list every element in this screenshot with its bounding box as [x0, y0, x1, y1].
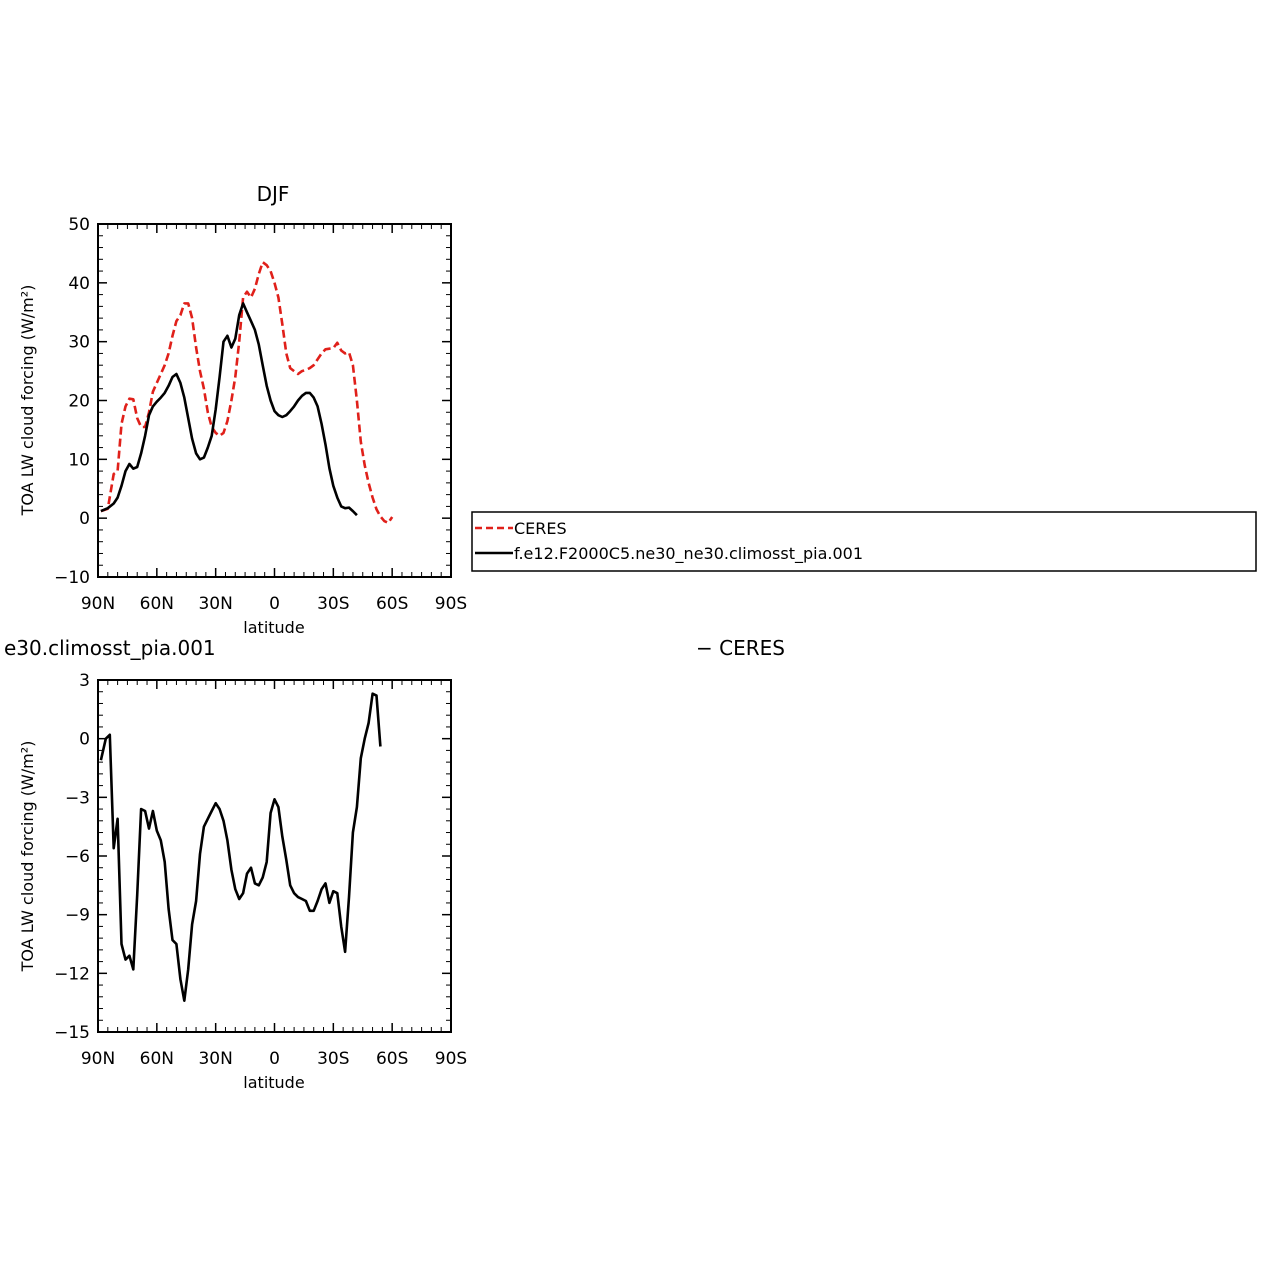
- y-tick-label: −9: [65, 906, 90, 926]
- plot-frame: [97, 679, 452, 1033]
- legend-box: [471, 511, 1257, 572]
- x-tick-label: 90S: [435, 594, 467, 614]
- ceres-line: [100, 260, 394, 525]
- y-tick-label: 20: [68, 392, 90, 412]
- x-tick-label: 90N: [81, 594, 115, 614]
- chart-title: DJF: [257, 182, 290, 206]
- x-tick-label: 90S: [435, 1049, 467, 1069]
- y-axis-label: TOA LW cloud forcing (W/m²): [18, 741, 37, 973]
- x-tick-label: 0: [269, 594, 280, 614]
- y-axis-label: TOA LW cloud forcing (W/m²): [18, 285, 37, 517]
- y-tick-label: −12: [54, 964, 90, 984]
- bottom-panel: e30.climosst_pia.001 − CERES 90N 60N 30N 0 3…: [4, 636, 785, 1092]
- y-tick-label: −10: [54, 568, 90, 588]
- y-tick-label: 30: [68, 333, 90, 353]
- x-axis-label: latitude: [243, 618, 304, 637]
- model-line: [100, 302, 358, 517]
- y-tick-label: 3: [79, 671, 90, 691]
- x-tick-label: 30N: [198, 594, 232, 614]
- difference-title-right: − CERES: [696, 636, 785, 660]
- y-tick-label: −15: [54, 1023, 90, 1043]
- x-tick-label: 30N: [198, 1049, 232, 1069]
- y-tick-label: −3: [65, 788, 90, 808]
- legend-label-model: f.e12.F2000C5.ne30_ne30.climosst_pia.001: [514, 544, 863, 564]
- x-tick-label: 30S: [317, 594, 349, 614]
- x-tick-label: 0: [269, 1049, 280, 1069]
- y-tick-label: 0: [79, 730, 90, 750]
- y-tick-label: 10: [68, 450, 90, 470]
- x-tick-label: 60S: [376, 594, 408, 614]
- x-tick-label: 60S: [376, 1049, 408, 1069]
- legend-label-ceres: CERES: [514, 519, 567, 538]
- x-tick-label: 90N: [81, 1049, 115, 1069]
- y-tick-label: 50: [68, 215, 90, 235]
- difference-title-left: e30.climosst_pia.001: [4, 636, 216, 660]
- x-axis-label: latitude: [243, 1073, 304, 1092]
- x-tick-label: 30S: [317, 1049, 349, 1069]
- legend: CERES f.e12.F2000C5.ne30_ne30.climosst_p…: [471, 511, 1257, 572]
- y-tick-label: 0: [79, 509, 90, 529]
- y-tick-label: 40: [68, 274, 90, 294]
- x-tick-label: 60N: [140, 594, 174, 614]
- difference-line: [99, 692, 382, 1003]
- x-tick-label: 60N: [140, 1049, 174, 1069]
- top-panel: DJF 90N 60N 30N 0 30S 60S 90S −10 0 10 20 30 40 50 la…: [18, 182, 467, 637]
- y-tick-label: −6: [65, 847, 90, 867]
